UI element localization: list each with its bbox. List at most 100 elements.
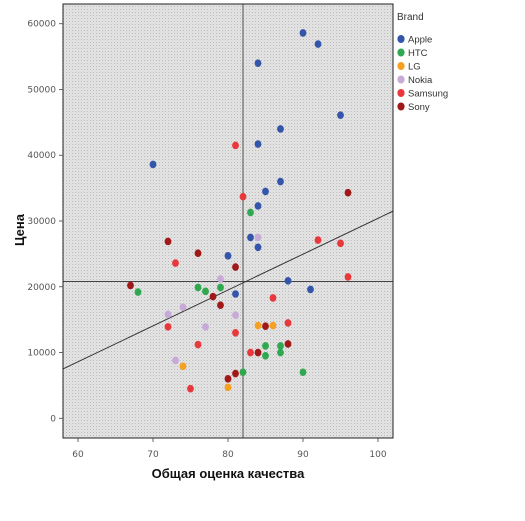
data-point <box>134 288 142 296</box>
data-point <box>224 252 232 260</box>
legend-label: Nokia <box>408 75 433 86</box>
plot-background <box>63 4 393 438</box>
legend: Brand Apple HTC LG Nokia Samsung Sony <box>397 12 448 113</box>
data-point <box>209 292 217 301</box>
data-point <box>344 273 352 281</box>
data-point <box>337 111 344 119</box>
x-tick-label: 100 <box>369 450 386 460</box>
data-point <box>299 29 307 37</box>
data-point <box>239 192 247 201</box>
data-point <box>194 340 202 349</box>
legend-entry-htc: HTC <box>397 48 428 59</box>
data-point <box>224 383 232 392</box>
data-point <box>179 362 187 371</box>
data-points <box>127 29 352 393</box>
legend-marker <box>397 89 405 97</box>
data-point <box>232 311 239 319</box>
data-point <box>277 177 284 186</box>
data-point <box>172 356 179 365</box>
series-htc <box>134 208 307 377</box>
reference-lines <box>63 4 393 438</box>
y-tick-label: 30000 <box>27 217 56 227</box>
y-tick-label: 40000 <box>27 151 56 161</box>
y-tick-label: 0 <box>50 414 56 424</box>
data-point <box>344 188 352 197</box>
data-point <box>172 259 179 267</box>
data-point <box>254 243 262 252</box>
data-point <box>179 303 187 311</box>
legend-label: Sony <box>408 102 430 113</box>
legend-marker <box>397 35 405 43</box>
fit-line-group <box>63 210 393 370</box>
data-point <box>232 263 239 271</box>
legend-label: HTC <box>408 48 428 59</box>
data-point <box>269 321 277 330</box>
data-point <box>194 283 202 292</box>
data-point <box>254 202 262 210</box>
x-tick-label: 60 <box>72 450 84 460</box>
data-point <box>202 287 209 296</box>
data-point <box>262 322 269 331</box>
y-tick-label: 50000 <box>27 85 56 95</box>
data-point <box>239 368 247 377</box>
y-axis-ticks: 0 10000 20000 30000 40000 50000 60000 <box>27 20 63 424</box>
data-point <box>262 187 269 196</box>
data-point <box>254 59 262 67</box>
data-point <box>277 342 284 350</box>
series-lg <box>179 321 277 392</box>
data-point <box>299 368 307 377</box>
data-point <box>217 275 224 283</box>
x-axis-ticks: 60 70 80 90 100 <box>72 438 387 460</box>
data-point <box>277 348 284 357</box>
legend-entry-sony: Sony <box>397 102 430 113</box>
data-point <box>149 160 157 169</box>
data-point <box>307 285 314 294</box>
data-point <box>284 319 292 327</box>
legend-marker <box>397 75 405 84</box>
legend-marker <box>397 48 405 57</box>
legend-entry-samsung: Samsung <box>397 88 448 99</box>
legend-title: Brand <box>397 12 424 23</box>
legend-entry-nokia: Nokia <box>397 75 433 86</box>
data-point <box>262 352 269 360</box>
data-point <box>164 323 172 331</box>
x-tick-label: 90 <box>297 450 309 460</box>
data-point <box>232 141 239 150</box>
data-point <box>254 348 262 357</box>
fit-line <box>63 210 393 370</box>
data-point <box>314 40 322 48</box>
legend-label: Samsung <box>408 88 448 99</box>
legend-label: LG <box>408 61 421 72</box>
legend-label: Apple <box>408 34 432 45</box>
data-point <box>277 125 284 133</box>
data-point <box>194 249 202 258</box>
data-point <box>224 375 232 383</box>
data-point <box>247 233 254 242</box>
data-point <box>217 283 224 292</box>
data-point <box>262 342 269 350</box>
series-sony <box>127 188 352 383</box>
data-point <box>187 384 194 393</box>
data-point <box>337 239 344 248</box>
data-point <box>269 294 277 302</box>
data-point <box>232 328 239 337</box>
data-point <box>164 310 172 319</box>
data-point <box>247 348 254 357</box>
series-nokia <box>164 233 262 365</box>
x-axis-title: Общая оценка качества <box>152 466 305 481</box>
x-tick-label: 70 <box>147 450 159 460</box>
data-point <box>164 237 172 246</box>
data-point <box>254 321 262 330</box>
series-samsung <box>164 141 352 393</box>
y-tick-label: 10000 <box>27 349 56 359</box>
series-apple <box>149 29 344 298</box>
data-point <box>254 140 262 148</box>
y-tick-label: 20000 <box>27 283 56 293</box>
data-point <box>314 236 322 244</box>
legend-marker <box>397 102 405 111</box>
data-point <box>127 281 134 290</box>
y-tick-label: 60000 <box>27 20 56 30</box>
data-point <box>232 369 239 378</box>
x-tick-label: 80 <box>222 450 234 460</box>
